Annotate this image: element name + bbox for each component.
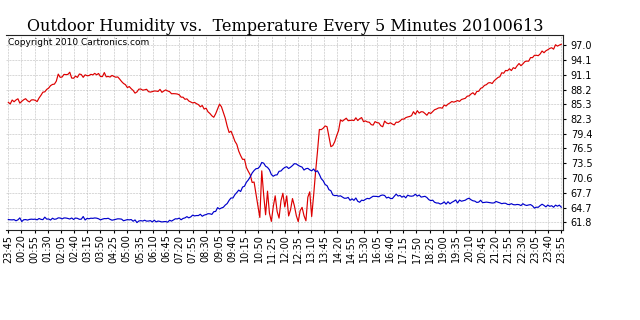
Text: Copyright 2010 Cartronics.com: Copyright 2010 Cartronics.com [8, 38, 149, 47]
Title: Outdoor Humidity vs.  Temperature Every 5 Minutes 20100613: Outdoor Humidity vs. Temperature Every 5… [26, 18, 543, 35]
